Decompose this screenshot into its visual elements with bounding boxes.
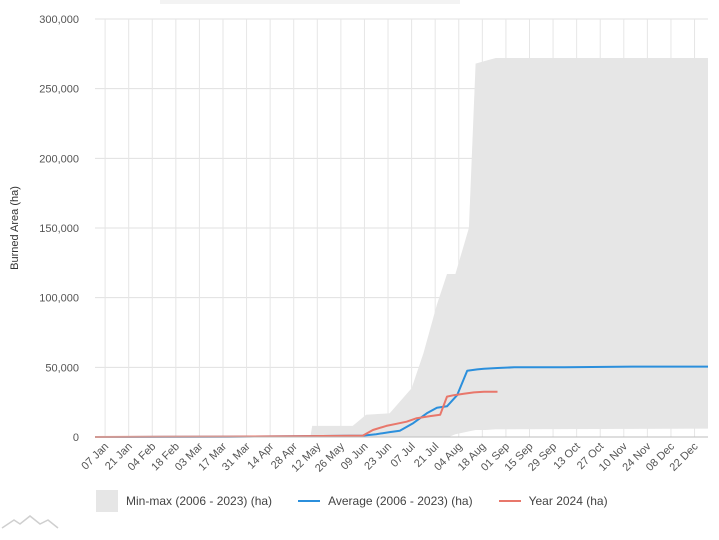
y-tick-label: 250,000 <box>39 84 79 96</box>
legend-label-band: Min-max (2006 - 2023) (ha) <box>126 494 273 508</box>
legend-label-2024: Year 2024 (ha) <box>528 494 608 508</box>
year-2024-series-line <box>94 390 498 438</box>
band-layer <box>95 58 708 437</box>
legend-swatch-2024 <box>498 500 521 502</box>
y-tick-label: 150,000 <box>39 223 79 235</box>
y-tick-label: 50,000 <box>45 362 79 374</box>
legend-item-2024[interactable]: Year 2024 (ha) <box>498 494 608 508</box>
y-tick-label: 300,000 <box>39 14 79 26</box>
series-layer <box>94 365 708 438</box>
legend-item-band[interactable]: Min-max (2006 - 2023) (ha) <box>96 490 272 512</box>
legend: Min-max (2006 - 2023) (ha) Average (2006… <box>96 488 706 514</box>
legend-swatch-average <box>298 500 321 502</box>
y-tick-label: 200,000 <box>39 153 79 165</box>
y-tick-label: 0 <box>73 432 79 444</box>
mountain-logo-icon <box>1 515 59 529</box>
y-axis-title: Burned Area (ha) <box>9 186 21 270</box>
min-max-band <box>95 58 708 437</box>
header-strip <box>160 0 460 4</box>
legend-swatch-band <box>96 490 118 512</box>
y-tick-label: 100,000 <box>39 293 79 305</box>
x-tick-label: 23 Jun <box>362 441 394 473</box>
legend-label-average: Average (2006 - 2023) (ha) <box>328 494 473 508</box>
x-tick-label: 07 Jul <box>388 441 417 470</box>
legend-item-average[interactable]: Average (2006 - 2023) (ha) <box>298 494 473 508</box>
